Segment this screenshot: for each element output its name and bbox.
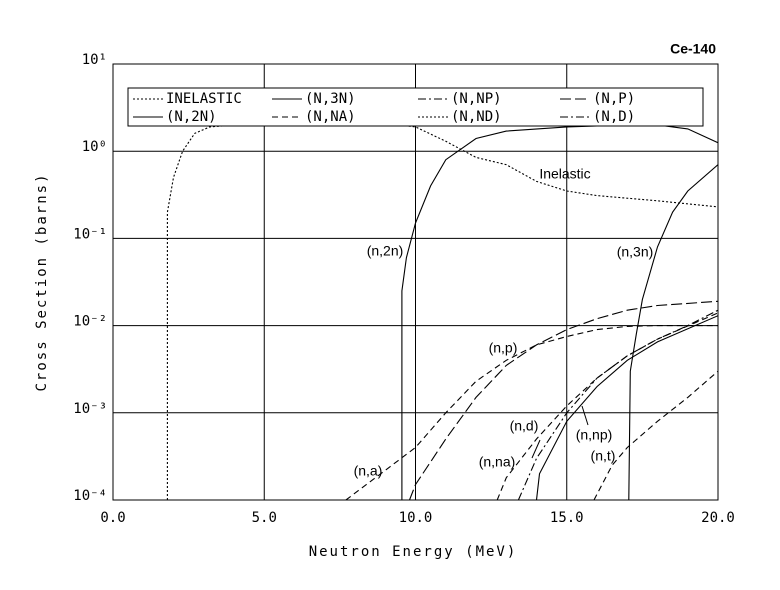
pointer xyxy=(531,439,541,459)
x-tick-label: 5.0 xyxy=(252,510,277,526)
y-axis-label: Cross Section (barns) xyxy=(34,172,50,391)
curve-label: (n,t) xyxy=(591,448,616,464)
y-tick-label: 10⁻¹ xyxy=(73,226,107,242)
legend-label: (N,ND) xyxy=(451,109,502,125)
series-line xyxy=(345,325,718,500)
legend-label: (N,NP) xyxy=(451,91,502,107)
series-line xyxy=(535,315,718,500)
series-line xyxy=(628,164,718,500)
series-line xyxy=(517,309,718,500)
y-tick-label: 10¹ xyxy=(82,52,107,68)
legend-label: (N,2N) xyxy=(166,109,217,125)
series-line xyxy=(166,122,718,500)
plot-frame xyxy=(112,63,719,501)
x-tick-label: 15.0 xyxy=(550,510,584,526)
curve-label: (n,p) xyxy=(489,340,518,356)
legend-label: (N,NA) xyxy=(305,109,356,125)
x-tick-label: 20.0 xyxy=(701,510,735,526)
series-line xyxy=(593,370,718,500)
series-line xyxy=(496,312,718,500)
curve-label: (n,na) xyxy=(479,454,516,470)
x-tick-label: 10.0 xyxy=(399,510,433,526)
curve-label: Inelastic xyxy=(539,166,590,182)
curve-label: (n,d) xyxy=(510,418,539,434)
legend-label: (N,D) xyxy=(593,109,635,125)
y-tick-label: 10⁻⁴ xyxy=(73,488,107,504)
curve-label: (n,2n) xyxy=(367,243,404,259)
legend-box xyxy=(127,87,704,127)
legend-label: (N,3N) xyxy=(305,91,356,107)
legend-label: (N,P) xyxy=(593,91,635,107)
curves xyxy=(166,122,718,500)
curve-label: (n,3n) xyxy=(617,244,654,260)
legend-label: INELASTIC xyxy=(166,91,242,107)
legend: INELASTIC (N,3N) (N,NP) (N,P) (N,2N) (N,NA) (N… xyxy=(133,91,635,125)
curve-label: (n,np) xyxy=(576,427,613,443)
y-tick-label: 10⁻² xyxy=(73,314,107,330)
curve-label: (n,a) xyxy=(354,463,383,479)
pointer xyxy=(581,405,589,426)
x-axis-label: Neutron Energy (MeV) xyxy=(309,544,518,560)
series-line xyxy=(408,300,718,500)
y-tick-label: 10⁻³ xyxy=(73,401,107,417)
chart-title: Ce-140 xyxy=(670,41,716,57)
x-tick-label: 0.0 xyxy=(100,510,125,526)
y-tick-label: 10⁰ xyxy=(82,139,107,155)
